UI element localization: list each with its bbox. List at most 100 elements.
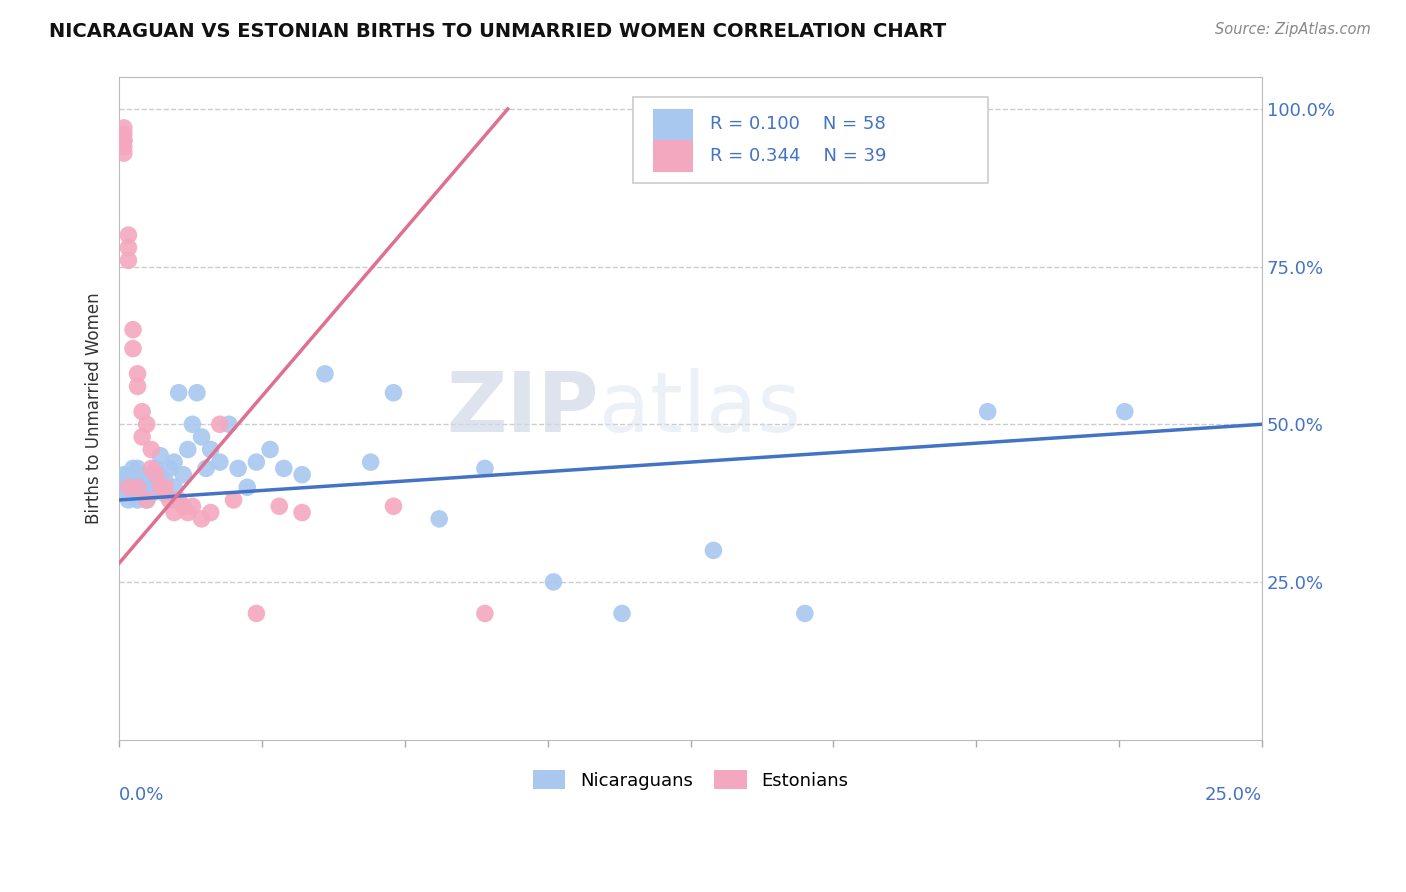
Point [122,480,145,494]
Point [127,474,149,488]
Point [112,140,135,154]
Point [382,385,405,400]
Point [122,323,145,337]
Point [127,461,149,475]
Point [122,342,145,356]
Point [127,480,149,494]
Point [153,480,176,494]
Point [177,506,200,520]
Point [112,134,135,148]
Text: ZIP: ZIP [447,368,599,449]
Point [218,417,240,432]
Point [131,480,153,494]
Point [159,492,181,507]
Point [181,417,204,432]
Point [141,467,163,482]
Point [122,474,145,488]
Point [610,607,633,621]
Point [793,607,815,621]
Point [122,486,145,500]
Point [208,417,231,432]
Point [360,455,382,469]
Point [117,241,139,255]
Point [177,442,200,457]
Point [200,442,222,457]
Point [163,506,186,520]
Point [145,467,167,482]
Point [135,474,157,488]
Point [141,442,163,457]
Point [149,467,172,482]
Text: R = 0.100    N = 58: R = 0.100 N = 58 [710,115,886,134]
Point [112,146,135,161]
Point [117,253,139,268]
Point [153,486,176,500]
Point [145,461,167,475]
Point [117,480,139,494]
Text: NICARAGUAN VS ESTONIAN BIRTHS TO UNMARRIED WOMEN CORRELATION CHART: NICARAGUAN VS ESTONIAN BIRTHS TO UNMARRI… [49,22,946,41]
Point [112,480,135,494]
Point [112,127,135,141]
Point [245,607,267,621]
Point [131,430,153,444]
Point [427,512,450,526]
Point [131,404,153,418]
Point [117,467,139,482]
Point [1114,404,1136,418]
Point [112,474,135,488]
Text: Source: ZipAtlas.com: Source: ZipAtlas.com [1215,22,1371,37]
Point [269,500,291,514]
Point [190,512,212,526]
Text: atlas: atlas [599,368,801,449]
Point [149,449,172,463]
Point [112,134,135,148]
Point [117,228,139,243]
Point [141,480,163,494]
Text: 25.0%: 25.0% [1205,786,1263,804]
Point [543,574,565,589]
Point [474,607,496,621]
Point [702,543,724,558]
Point [195,461,218,475]
Point [135,492,157,507]
FancyBboxPatch shape [634,97,987,184]
Point [117,486,139,500]
Point [236,480,259,494]
Point [117,480,139,494]
Point [976,404,998,418]
Point [167,492,190,507]
Point [145,480,167,494]
Point [135,417,157,432]
Point [474,461,496,475]
Y-axis label: Births to Unmarried Women: Births to Unmarried Women [86,293,103,524]
Point [122,461,145,475]
Point [163,480,186,494]
Point [141,486,163,500]
Point [273,461,295,475]
Point [127,379,149,393]
Point [181,500,204,514]
Point [291,467,314,482]
Point [222,492,245,507]
Point [159,461,181,475]
Legend: Nicaraguans, Estonians: Nicaraguans, Estonians [526,763,855,797]
Point [112,467,135,482]
Point [163,455,186,469]
Point [112,120,135,135]
Point [226,461,249,475]
Point [135,492,157,507]
Point [153,474,176,488]
Text: R = 0.344    N = 39: R = 0.344 N = 39 [710,147,887,165]
Point [131,467,153,482]
Point [127,492,149,507]
Point [208,455,231,469]
Point [172,467,194,482]
Bar [652,140,693,172]
Point [245,455,267,469]
Point [141,461,163,475]
Point [117,492,139,507]
Point [172,500,194,514]
Point [200,506,222,520]
Bar [652,109,693,140]
Text: 0.0%: 0.0% [120,786,165,804]
